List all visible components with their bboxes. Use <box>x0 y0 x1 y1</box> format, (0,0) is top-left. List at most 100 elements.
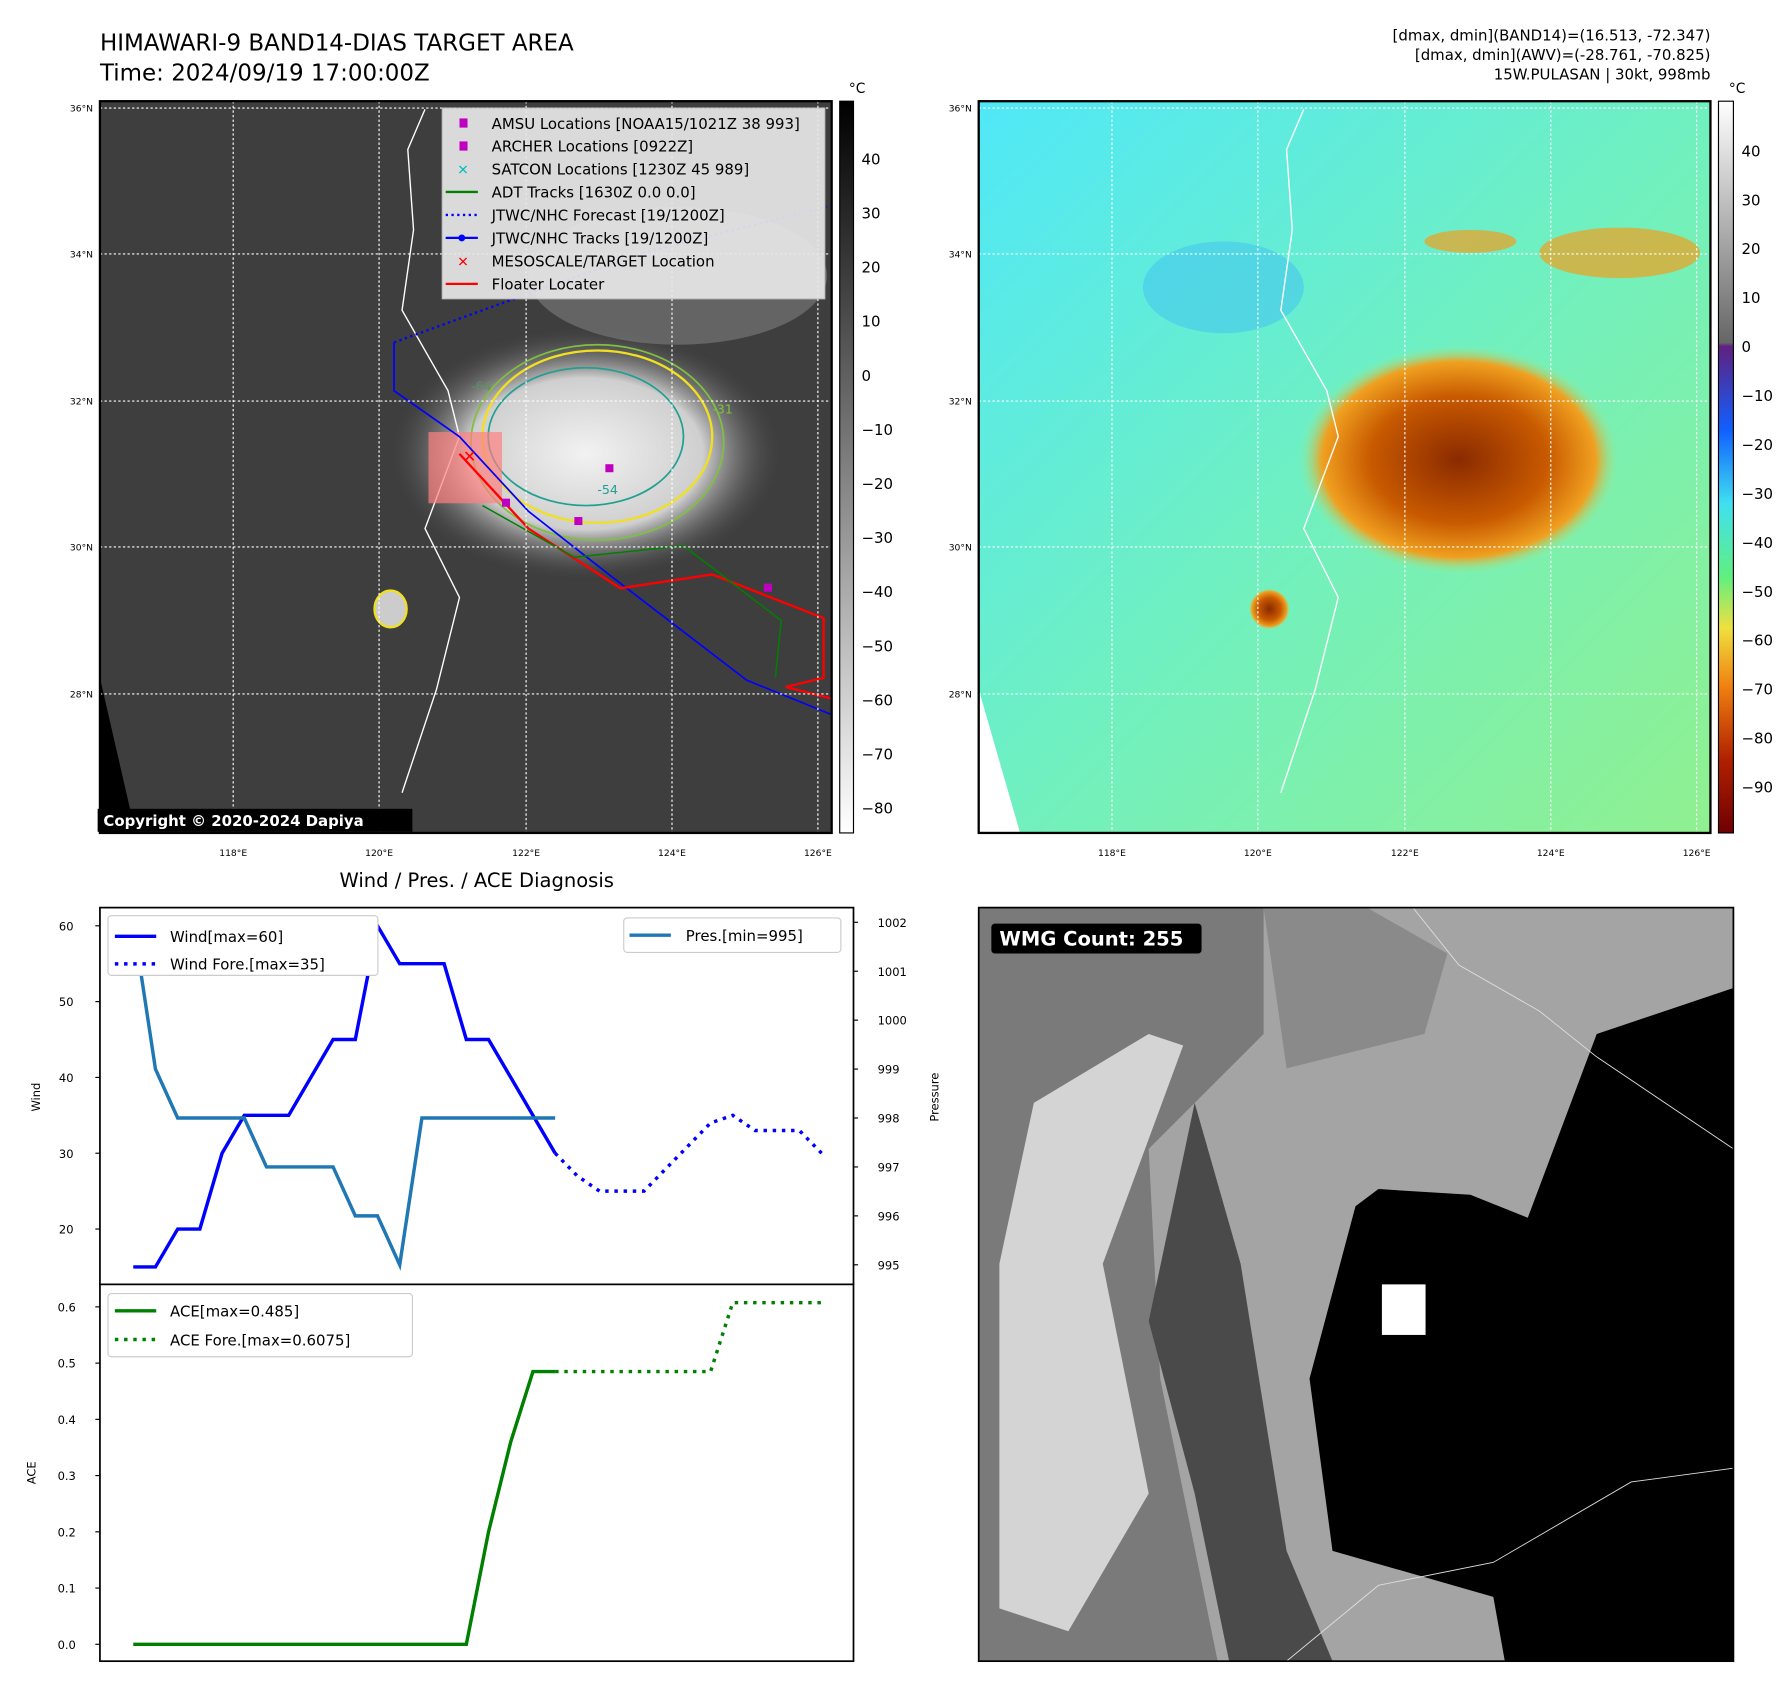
legend-label: ADT Tracks [1630Z 0.0 0.0] <box>492 184 696 202</box>
lon-label: 120°E <box>1244 848 1272 859</box>
colorbar-tick: −50 <box>862 637 894 655</box>
lon-label: 122°E <box>512 848 540 859</box>
y2-tick-label: 1001 <box>878 965 907 979</box>
y-tick-label: 0.2 <box>58 1525 76 1539</box>
y-tick-label: 0.3 <box>58 1469 76 1483</box>
y-tick-label: 0.6 <box>58 1300 76 1314</box>
map-legend: AMSU Locations [NOAA15/1021Z 38 993] ARCH… <box>441 107 826 300</box>
figure-time: Time: 2024/09/19 17:00:00Z <box>99 61 430 87</box>
colorbar-tick: −40 <box>1741 534 1773 552</box>
storm-info: 15W.PULASAN | 30kt, 998mb <box>1494 65 1711 83</box>
ace-legend <box>107 1293 413 1358</box>
ir-map: ✕ -64 -54 -31 Copyright © 2020-2024 Dapi… <box>97 100 833 835</box>
wind-legend <box>107 915 379 976</box>
colorbar-tick: −30 <box>1741 485 1773 503</box>
lon-label: 118°E <box>219 848 247 859</box>
legend-label: JTWC/NHC Tracks [19/1200Z] <box>491 230 709 248</box>
wmg-count-badge <box>991 923 1202 954</box>
legend-label: Wind[max=60] <box>170 928 283 946</box>
lat-label: 30°N <box>70 542 93 553</box>
colorbar-tick: −10 <box>862 421 894 439</box>
lat-label: 28°N <box>70 689 93 700</box>
y2-tick-label: 996 <box>878 1209 900 1223</box>
colorbar-tick: 30 <box>862 204 881 222</box>
legend-label: ARCHER Locations [0922Z] <box>492 138 693 156</box>
target-marker-icon: ✕ <box>463 447 476 466</box>
colorbar-tick: 10 <box>1741 289 1760 307</box>
chart-title: Wind / Pres. / ACE Diagnosis <box>339 869 613 892</box>
copyright-text: Copyright © 2020-2024 Dapiya <box>103 812 363 830</box>
lat-label: 34°N <box>949 249 972 260</box>
series-line-wind <box>133 920 557 1269</box>
series-line-ace <box>133 1369 556 1647</box>
legend-label: Wind Fore.[max=35] <box>170 956 325 974</box>
band14-stats: [dmax, dmin](BAND14)=(16.513, -72.347) <box>1393 26 1711 44</box>
colorbar-tick: −10 <box>1741 387 1773 405</box>
y-tick-label: 30 <box>59 1147 74 1161</box>
y-tick-label: 0.5 <box>58 1357 76 1371</box>
contour-label: -54 <box>597 482 618 497</box>
legend-label: SATCON Locations [1230Z 45 989] <box>492 161 750 179</box>
y-tick-label: 0.0 <box>58 1638 76 1652</box>
legend-square-icon <box>459 141 468 151</box>
y-tick-label: 60 <box>59 919 74 933</box>
colorbar-tick: −20 <box>1741 436 1773 454</box>
y2-tick-label: 1002 <box>878 916 907 930</box>
wind-axis-label: Wind <box>29 1083 43 1112</box>
lon-label: 126°E <box>804 848 832 859</box>
colorbar-tick: 0 <box>1741 338 1751 356</box>
legend-x-icon: ✕ <box>457 163 469 179</box>
lon-label: 124°E <box>658 848 686 859</box>
series-line-pres- <box>131 922 556 1271</box>
legend-label: JTWC/NHC Forecast [19/1200Z] <box>491 207 725 225</box>
y-tick-label: 20 <box>59 1223 74 1237</box>
lon-label: 118°E <box>1098 848 1126 859</box>
colorbar-tick: −50 <box>1741 583 1773 601</box>
colorbar-tick: −70 <box>1741 681 1773 699</box>
lon-label: 126°E <box>1683 848 1711 859</box>
awv-map <box>977 100 1712 835</box>
lat-label: 34°N <box>70 249 93 260</box>
wmg-panel: WMG Count: 255 <box>977 906 1735 1663</box>
colorbar-tick: 30 <box>1741 191 1760 209</box>
colorbar-tick: 10 <box>862 313 881 331</box>
ace-axis-label: ACE <box>25 1461 39 1484</box>
lat-label: 36°N <box>949 104 972 115</box>
lon-label: 120°E <box>365 848 393 859</box>
lat-label: 30°N <box>949 542 972 553</box>
colorbar-tick: −70 <box>862 746 894 764</box>
colorbar-tick: −20 <box>862 475 894 493</box>
ir-colorbar-unit: °C <box>849 81 865 97</box>
legend-label: ACE[max=0.485] <box>170 1303 299 1321</box>
colorbar-tick: −80 <box>862 800 894 818</box>
colorbar-tick: −60 <box>862 691 894 709</box>
copyright-badge <box>97 808 413 832</box>
ir-colorbar <box>839 100 855 834</box>
lon-label: 124°E <box>1537 848 1565 859</box>
y-tick-label: 50 <box>59 995 74 1009</box>
y-tick-label: 40 <box>59 1071 74 1085</box>
legend-label: Floater Locater <box>492 276 605 294</box>
colorbar-tick: −60 <box>1741 632 1773 650</box>
contour-label: -64 <box>471 379 492 394</box>
legend-label: AMSU Locations [NOAA15/1021Z 38 993] <box>492 115 800 133</box>
colorbar-tick: −30 <box>862 529 894 547</box>
lat-label: 36°N <box>70 104 93 115</box>
lat-label: 32°N <box>949 396 972 407</box>
y2-tick-label: 995 <box>878 1258 900 1272</box>
awv-colorbar-unit: °C <box>1729 81 1746 97</box>
lat-label: 32°N <box>70 396 93 407</box>
legend-label: Pres.[min=995] <box>686 927 803 945</box>
legend-x-icon: ✕ <box>457 255 469 271</box>
contour-label: -31 <box>712 402 733 417</box>
colorbar-tick: 0 <box>862 367 872 385</box>
colorbar-tick: −80 <box>1741 730 1773 748</box>
pressure-axis-label: Pressure <box>928 1073 942 1122</box>
legend-label: MESOSCALE/TARGET Location <box>492 253 715 271</box>
coastline <box>401 108 461 793</box>
awv-stats: [dmax, dmin](AWV)=(-28.761, -70.825) <box>1415 46 1711 64</box>
y2-tick-label: 997 <box>878 1161 900 1175</box>
colorbar-tick: 20 <box>1741 240 1760 258</box>
lon-label: 122°E <box>1391 848 1419 859</box>
